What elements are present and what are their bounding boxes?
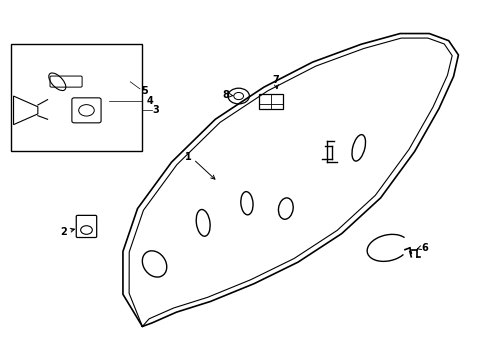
Text: 1: 1 <box>185 152 192 162</box>
Text: 3: 3 <box>152 105 159 115</box>
Text: 4: 4 <box>146 96 153 107</box>
Text: 6: 6 <box>420 243 427 253</box>
Bar <box>11 44 142 152</box>
Text: 2: 2 <box>60 227 67 237</box>
Text: 7: 7 <box>272 75 279 85</box>
Text: 8: 8 <box>222 90 229 100</box>
Text: 5: 5 <box>141 86 148 96</box>
